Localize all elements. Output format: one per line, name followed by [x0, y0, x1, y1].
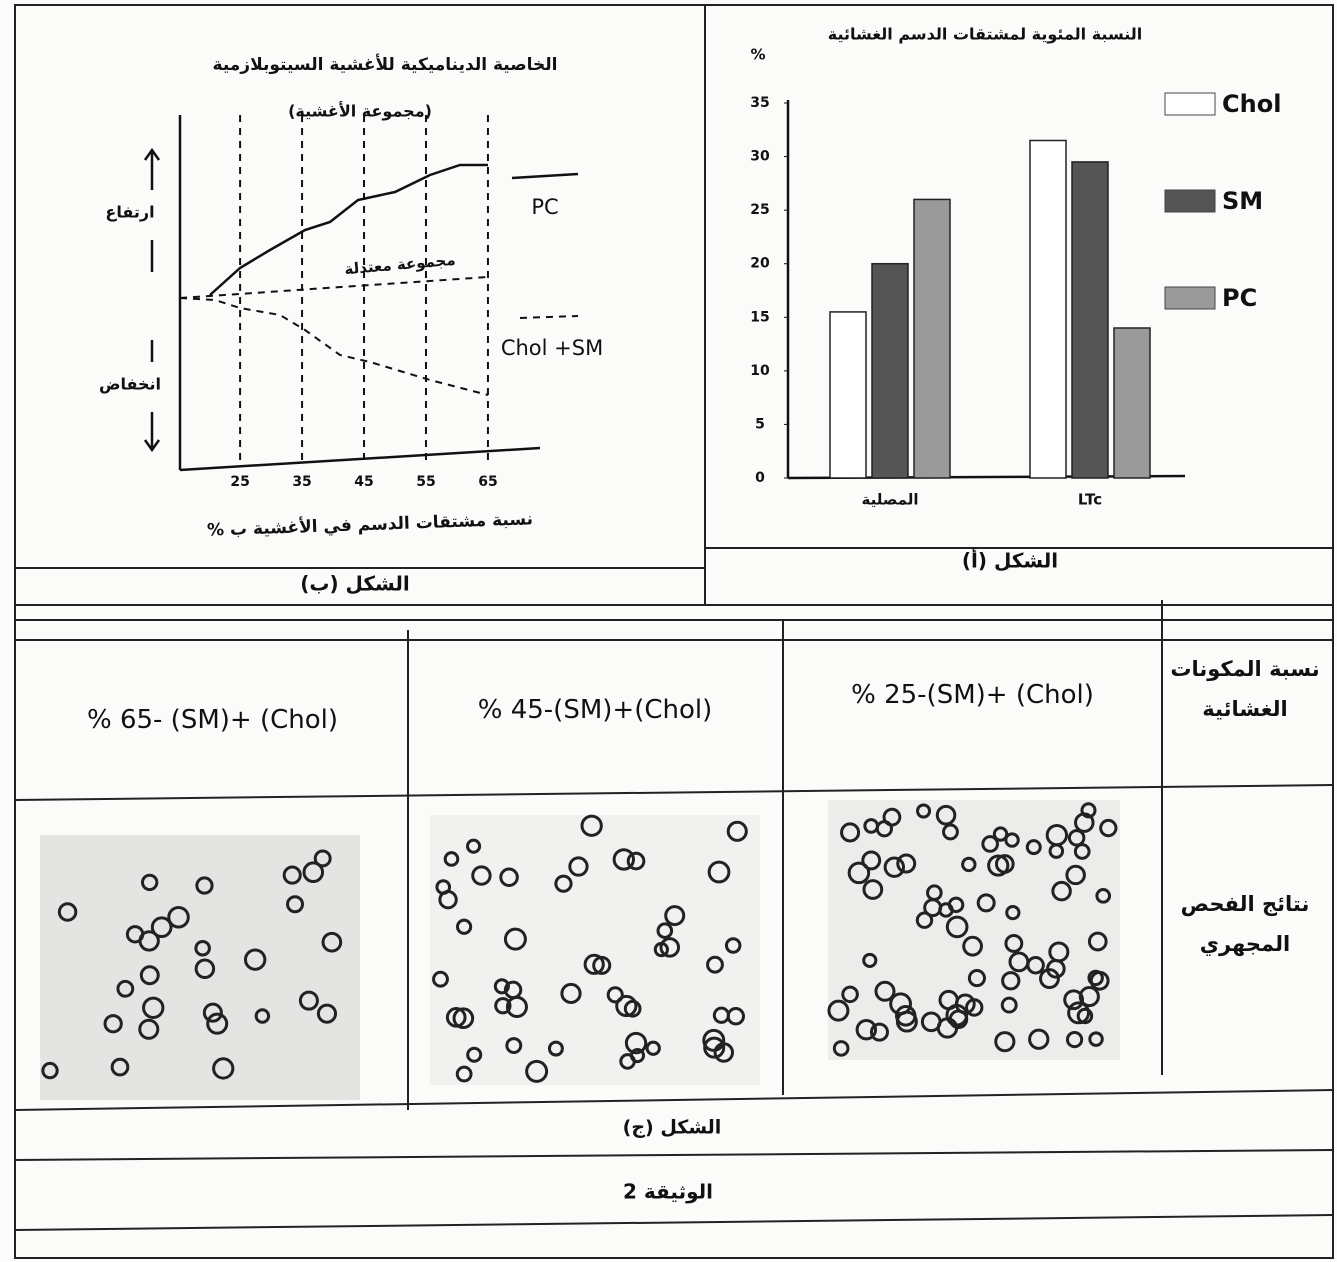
caption: الشكل (ب) — [300, 572, 410, 596]
legend-label: SM — [1222, 187, 1263, 215]
legend-swatch — [1165, 190, 1215, 212]
y-tick-label: 5 — [755, 416, 765, 432]
caption: الشكل (ج) — [623, 1117, 722, 1139]
x-tick-label: 35 — [292, 474, 311, 490]
bar — [1114, 328, 1150, 478]
y-down-label: انخفاض — [99, 375, 161, 394]
x-tick-label: 55 — [416, 474, 435, 490]
bar — [1072, 162, 1108, 478]
x-axis-label: نسبة مشتقات الدسم في الأغشية ب % — [207, 508, 534, 540]
bar — [830, 312, 866, 478]
y-tick-label: 0 — [755, 470, 765, 486]
document-title: الوثيقة 2 — [623, 1180, 713, 1204]
caption: الشكل (أ) — [962, 547, 1058, 573]
x-tick-label: المصلية — [862, 491, 919, 509]
row-header: نتائج الفحص المجهري — [1175, 840, 1315, 1010]
x-tick-label: 25 — [230, 474, 249, 490]
y-tick-label: 20 — [750, 256, 770, 272]
bar — [1030, 141, 1066, 479]
y-tick-label: 30 — [750, 149, 770, 165]
document: الخاصية الديناميكية للأغشية السيتوبلازمي… — [0, 0, 1337, 1262]
legend-label: Chol +SM — [501, 336, 603, 360]
y-tick-label: 15 — [750, 309, 769, 325]
y-tick-label: 25 — [750, 202, 769, 218]
micrographs — [40, 800, 1120, 1100]
column-header: % 45-(SM)+(Chol) — [410, 640, 780, 780]
row-header: نسبة المكونات الغشائية — [1170, 605, 1320, 775]
y-up-label: ارتفاع — [105, 203, 154, 222]
legend-label: PC — [1222, 284, 1257, 312]
column-header: % 25-(SM)+ (Chol) — [785, 625, 1160, 765]
legend-swatch — [1165, 287, 1215, 309]
y-tick-label: 10 — [750, 363, 770, 379]
micrograph — [430, 815, 760, 1085]
legend-swatch — [1165, 93, 1215, 115]
reference-label: مجموعة معتدلة — [344, 251, 457, 279]
micrograph — [40, 835, 360, 1100]
x-tick-label: 65 — [478, 474, 497, 490]
x-tick-label: LTc — [1078, 491, 1102, 509]
y-tick-label: 35 — [750, 95, 769, 111]
figure-b-title: الخاصية الديناميكية للأغشية السيتوبلازمي… — [213, 54, 558, 75]
bar — [914, 199, 950, 478]
legend-label: Chol — [1222, 90, 1281, 118]
y-unit: % — [750, 46, 765, 64]
figure-b-subtitle: (مجموعة الأغشية) — [288, 102, 432, 121]
legend-label: PC — [531, 195, 558, 219]
column-header: % 65- (SM)+ (Chol) — [20, 650, 405, 790]
x-tick-label: 45 — [354, 474, 373, 490]
figure-b-axes — [145, 115, 540, 470]
figure-a-title: النسبة المئوية لمشتقات الدسم الغشائية — [828, 25, 1143, 44]
bar — [872, 264, 908, 478]
